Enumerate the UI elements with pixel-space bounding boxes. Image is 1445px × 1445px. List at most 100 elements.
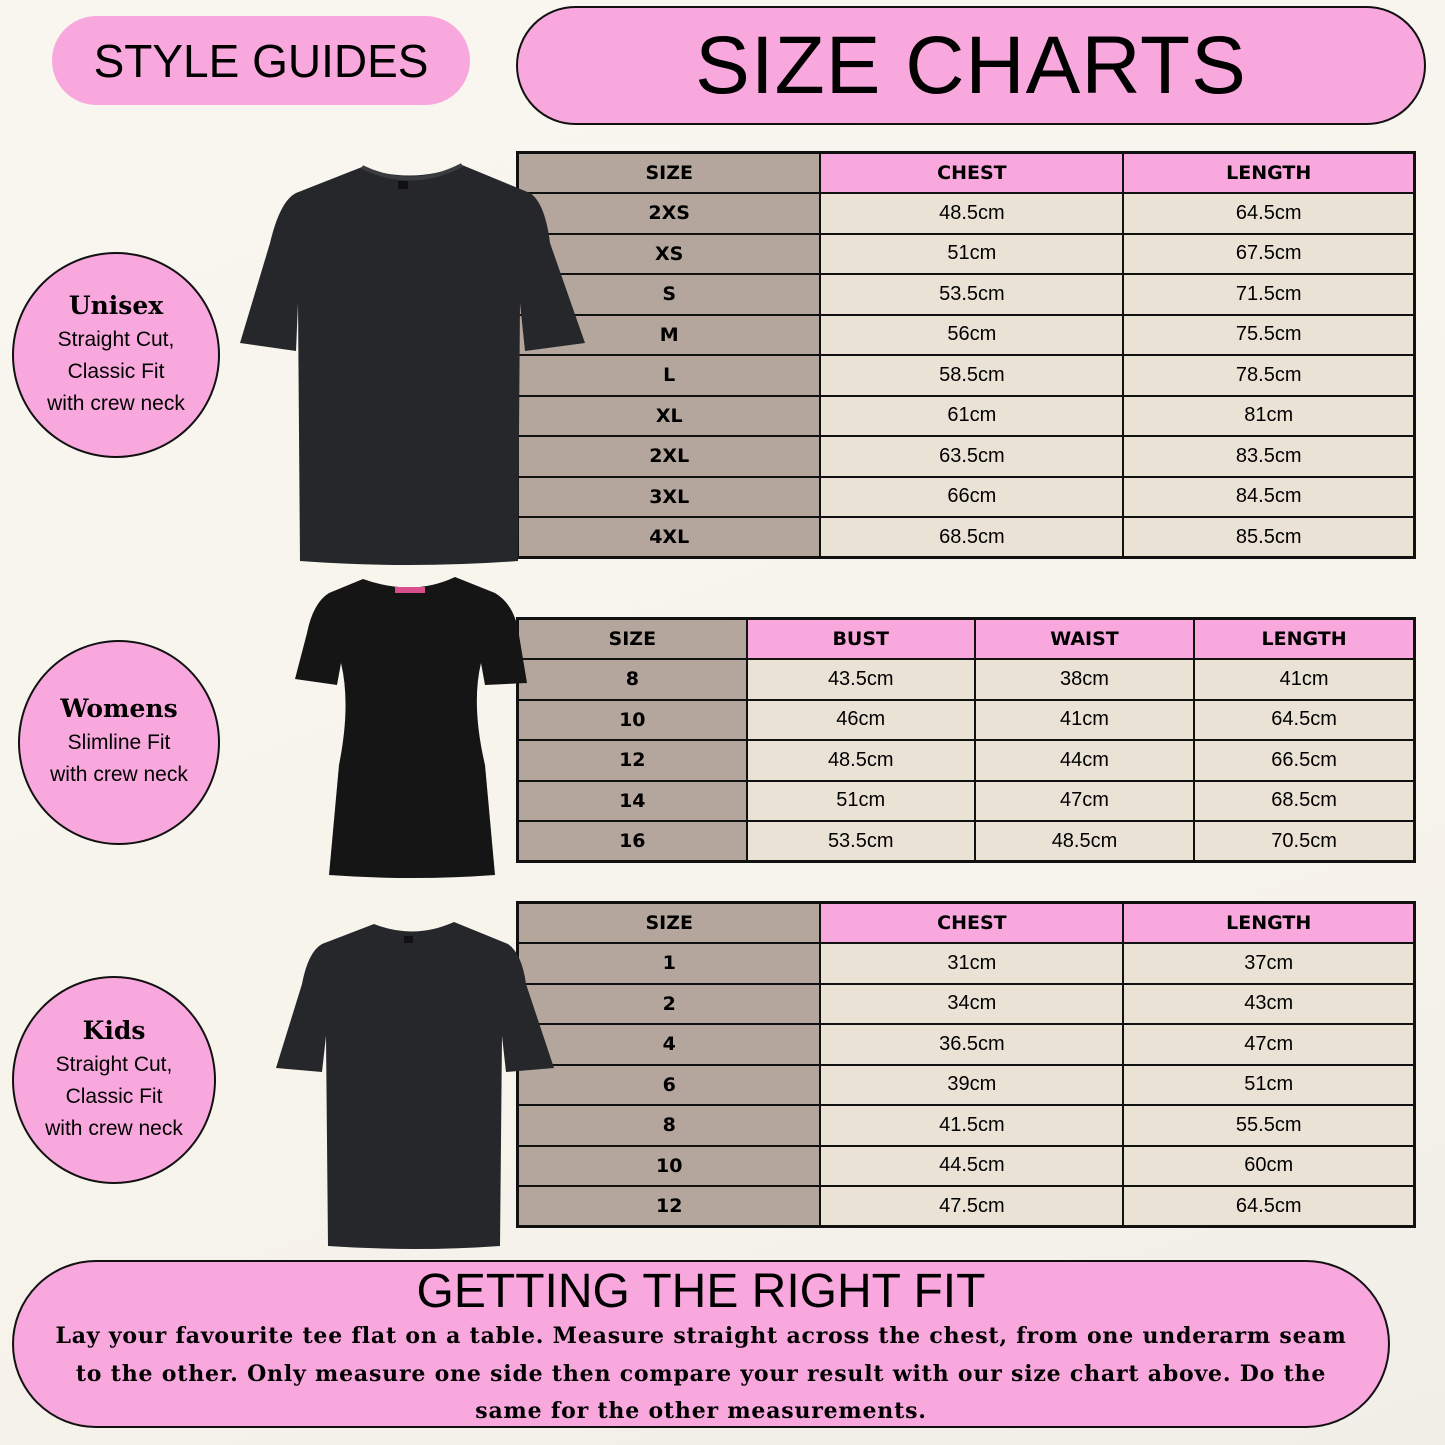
fit-guide-title: GETTING THE RIGHT FIT bbox=[416, 1265, 986, 1318]
measurement-cell: 64.5cm bbox=[1193, 698, 1416, 741]
style-kids: Kids Straight Cut, Classic Fit with crew… bbox=[12, 976, 216, 1184]
size-cell: 8 bbox=[516, 1104, 822, 1147]
womens-tshirt-image bbox=[295, 577, 527, 878]
measurement-cell: 31cm bbox=[819, 942, 1125, 985]
column-header: SIZE bbox=[516, 151, 822, 194]
table-row: 12 48.5cm 44cm 66.5cm bbox=[516, 739, 1416, 782]
measurement-cell: 41cm bbox=[1193, 658, 1416, 701]
table-row: 6 39cm 51cm bbox=[516, 1063, 1416, 1106]
measurement-cell: 71.5cm bbox=[1122, 273, 1416, 316]
measurement-cell: 47.5cm bbox=[819, 1185, 1125, 1228]
measurement-cell: 43.5cm bbox=[745, 658, 976, 701]
table-header-row: SIZE CHEST LENGTH bbox=[516, 901, 1416, 944]
measurement-cell: 46cm bbox=[745, 698, 976, 741]
size-cell: 10 bbox=[516, 1144, 822, 1187]
table-header-row: SIZE CHEST LENGTH bbox=[516, 151, 1416, 194]
table-row: 8 41.5cm 55.5cm bbox=[516, 1104, 1416, 1147]
size-cell: XS bbox=[516, 232, 822, 275]
size-cell: 12 bbox=[516, 1185, 822, 1228]
column-header: LENGTH bbox=[1122, 151, 1416, 194]
size-charts-banner: SIZE CHARTS bbox=[516, 6, 1426, 125]
measurement-cell: 68.5cm bbox=[819, 516, 1125, 559]
page-title: SIZE CHARTS bbox=[695, 19, 1247, 111]
column-header: WAIST bbox=[973, 617, 1196, 660]
measurement-cell: 41.5cm bbox=[819, 1104, 1125, 1147]
style-line: with crew neck bbox=[50, 763, 188, 786]
measurement-cell: 56cm bbox=[819, 313, 1125, 356]
measurement-cell: 70.5cm bbox=[1193, 820, 1416, 863]
style-womens: Womens Slimline Fit with crew neck bbox=[18, 640, 220, 845]
measurement-cell: 39cm bbox=[819, 1063, 1125, 1106]
size-cell: L bbox=[516, 354, 822, 397]
table-row: 14 51cm 47cm 68.5cm bbox=[516, 779, 1416, 822]
table-row: M 56cm 75.5cm bbox=[516, 313, 1416, 356]
measurement-cell: 64.5cm bbox=[1122, 192, 1416, 235]
size-cell: 14 bbox=[516, 779, 748, 822]
measurement-cell: 43cm bbox=[1122, 982, 1416, 1025]
style-line: Classic Fit bbox=[65, 1084, 163, 1108]
column-header: LENGTH bbox=[1122, 901, 1416, 944]
table-row: 10 46cm 41cm 64.5cm bbox=[516, 698, 1416, 741]
measurement-cell: 84.5cm bbox=[1122, 475, 1416, 518]
size-cell: 2 bbox=[516, 982, 822, 1025]
measurement-cell: 61cm bbox=[819, 394, 1125, 437]
table-row: 10 44.5cm 60cm bbox=[516, 1144, 1416, 1187]
style-line: Straight Cut, bbox=[57, 327, 175, 351]
measurement-cell: 85.5cm bbox=[1122, 516, 1416, 559]
measurement-cell: 63.5cm bbox=[819, 435, 1125, 478]
size-cell: 2XL bbox=[516, 435, 822, 478]
measurement-cell: 51cm bbox=[819, 232, 1125, 275]
size-cell: 2XS bbox=[516, 192, 822, 235]
fit-guide-text: Lay your favourite tee flat on a table. … bbox=[55, 1323, 1347, 1424]
style-line: with crew neck bbox=[45, 1116, 183, 1140]
measurement-cell: 66cm bbox=[819, 475, 1125, 518]
size-cell: 12 bbox=[516, 739, 748, 782]
measurement-cell: 47cm bbox=[1122, 1023, 1416, 1066]
size-cell: 4XL bbox=[516, 516, 822, 559]
style-line: Straight Cut, bbox=[55, 1052, 173, 1076]
style-unisex: Unisex Straight Cut, Classic Fit with cr… bbox=[12, 252, 220, 458]
measurement-cell: 58.5cm bbox=[819, 354, 1125, 397]
table-row: S 53.5cm 71.5cm bbox=[516, 273, 1416, 316]
size-cell: 6 bbox=[516, 1063, 822, 1106]
table-row: 1 31cm 37cm bbox=[516, 942, 1416, 985]
table-row: 4 36.5cm 47cm bbox=[516, 1023, 1416, 1066]
measurement-cell: 64.5cm bbox=[1122, 1185, 1416, 1228]
style-name: Womens bbox=[60, 694, 178, 723]
column-header: CHEST bbox=[819, 151, 1125, 194]
measurement-cell: 53.5cm bbox=[819, 273, 1125, 316]
measurement-cell: 60cm bbox=[1122, 1144, 1416, 1187]
table-row: L 58.5cm 78.5cm bbox=[516, 354, 1416, 397]
measurement-cell: 81cm bbox=[1122, 394, 1416, 437]
table-row: 2 34cm 43cm bbox=[516, 982, 1416, 1025]
measurement-cell: 34cm bbox=[819, 982, 1125, 1025]
table-row: 4XL 68.5cm 85.5cm bbox=[516, 516, 1416, 559]
size-cell: 4 bbox=[516, 1023, 822, 1066]
size-cell: 8 bbox=[516, 658, 748, 701]
measurement-cell: 55.5cm bbox=[1122, 1104, 1416, 1147]
unisex-size-table: SIZE CHEST LENGTH 2XS 48.5cm 64.5cm XS 51cm 67.5… bbox=[516, 151, 1416, 559]
column-header: SIZE bbox=[516, 617, 748, 660]
column-header: BUST bbox=[745, 617, 976, 660]
table-row: XS 51cm 67.5cm bbox=[516, 232, 1416, 275]
measurement-cell: 75.5cm bbox=[1122, 313, 1416, 356]
measurement-cell: 48.5cm bbox=[973, 820, 1196, 863]
measurement-cell: 51cm bbox=[1122, 1063, 1416, 1106]
table-row: 16 53.5cm 48.5cm 70.5cm bbox=[516, 820, 1416, 863]
table-row: 8 43.5cm 38cm 41cm bbox=[516, 658, 1416, 701]
table-row: 3XL 66cm 84.5cm bbox=[516, 475, 1416, 518]
measurement-cell: 78.5cm bbox=[1122, 354, 1416, 397]
table-row: 12 47.5cm 64.5cm bbox=[516, 1185, 1416, 1228]
table-row: 2XS 48.5cm 64.5cm bbox=[516, 192, 1416, 235]
style-line: Slimline Fit bbox=[67, 731, 171, 754]
measurement-cell: 51cm bbox=[745, 779, 976, 822]
style-line: Classic Fit bbox=[67, 359, 165, 383]
measurement-cell: 44cm bbox=[973, 739, 1196, 782]
style-name: Kids bbox=[82, 1015, 146, 1045]
measurement-cell: 66.5cm bbox=[1193, 739, 1416, 782]
style-guides-label: STYLE GUIDES bbox=[93, 34, 429, 87]
measurement-cell: 41cm bbox=[973, 698, 1196, 741]
kids-tshirt-image bbox=[276, 922, 554, 1249]
measurement-cell: 36.5cm bbox=[819, 1023, 1125, 1066]
measurement-cell: 44.5cm bbox=[819, 1144, 1125, 1187]
